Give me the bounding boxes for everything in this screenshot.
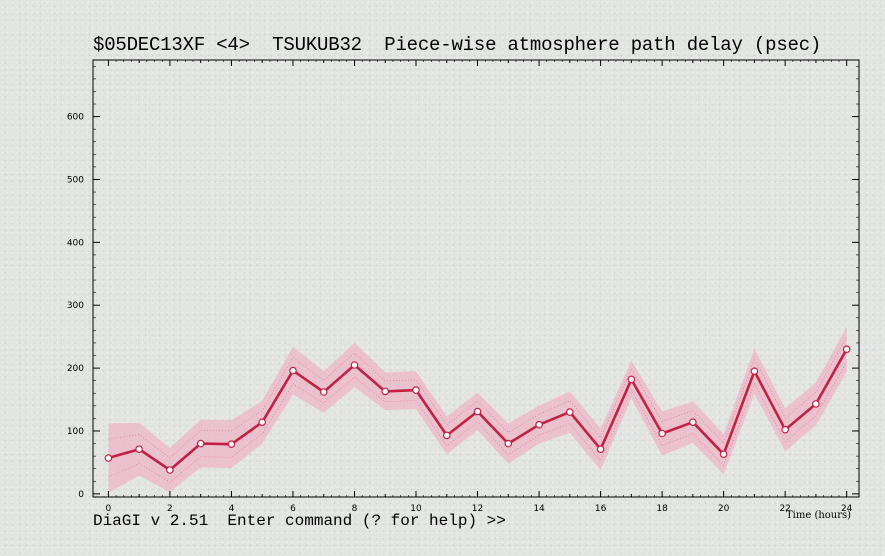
data-point — [289, 366, 297, 375]
data-point — [473, 407, 482, 416]
x-tick-label: 16 — [595, 504, 607, 514]
data-point — [135, 445, 143, 454]
x-tick-label: 14 — [533, 504, 545, 514]
data-point — [412, 386, 420, 394]
x-tick-label: 8 — [352, 504, 358, 514]
x-tick-label: 22 — [779, 504, 790, 514]
data-point — [842, 345, 851, 354]
data-point — [381, 387, 390, 396]
y-tick-label: 400 — [67, 238, 84, 248]
data-point — [719, 450, 728, 459]
data-point — [627, 375, 636, 384]
data-point — [689, 418, 697, 427]
command-prompt[interactable]: DiaGI v 2.51 Enter command (? for help) … — [93, 512, 506, 530]
x-tick-label: 4 — [229, 504, 235, 514]
data-point — [104, 454, 113, 462]
x-tick-label: 2 — [167, 504, 173, 514]
data-point — [504, 439, 513, 448]
x-axis-title: Time (hours) — [786, 510, 851, 521]
y-tick-label: 500 — [67, 175, 84, 185]
y-tick-label: 0 — [78, 490, 84, 500]
data-point — [658, 429, 666, 438]
x-tick-label: 10 — [410, 504, 422, 514]
data-point — [781, 425, 790, 434]
y-tick-label: 600 — [67, 113, 84, 123]
data-point — [258, 418, 267, 427]
data-point — [596, 445, 605, 454]
data-point — [319, 388, 328, 396]
x-tick-label: 20 — [718, 504, 730, 514]
x-tick-label: 12 — [472, 504, 483, 514]
x-tick-label: 24 — [841, 504, 853, 514]
plot-frame — [92, 59, 860, 498]
y-tick-label: 100 — [67, 427, 84, 437]
y-tick-label: 200 — [67, 364, 84, 374]
x-tick-label: 0 — [106, 504, 112, 514]
data-point — [812, 400, 820, 408]
data-point — [750, 367, 759, 376]
data-point — [565, 408, 574, 416]
band-inner-upper — [108, 336, 848, 459]
band-inner-lower — [108, 361, 848, 483]
data-point — [227, 440, 236, 449]
x-tick-label: 18 — [656, 504, 668, 514]
x-tick-label: 6 — [290, 504, 296, 514]
data-point — [442, 431, 451, 440]
data-point — [166, 466, 174, 474]
data-point — [350, 361, 359, 369]
data-point — [196, 439, 205, 448]
chart-title: $05DEC13XF <4> TSUKUB32 Piece-wise atmos… — [93, 34, 822, 56]
y-tick-label: 300 — [67, 301, 84, 311]
data-point — [535, 420, 543, 429]
